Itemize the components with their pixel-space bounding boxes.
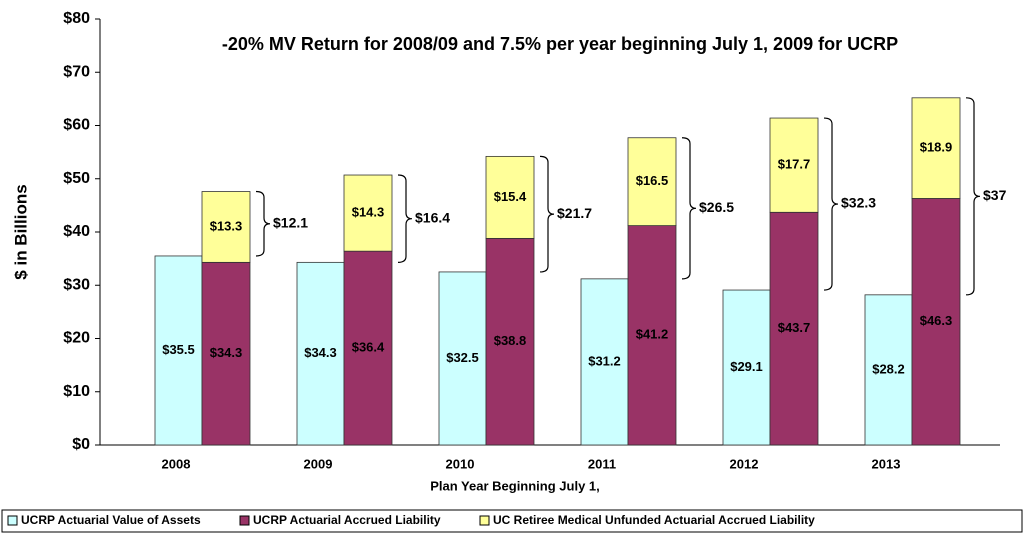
legend-label: UC Retiree Medical Unfunded Actuarial Ac… bbox=[493, 513, 815, 527]
data-label: $29.1 bbox=[730, 359, 763, 374]
legend-swatch bbox=[7, 515, 18, 526]
data-label: $17.7 bbox=[778, 157, 811, 172]
x-tick-label: 2011 bbox=[588, 456, 616, 471]
data-label: $28.2 bbox=[872, 361, 905, 376]
data-label: $31.2 bbox=[588, 353, 621, 368]
y-tick-label: $0 bbox=[72, 436, 90, 453]
bar bbox=[722, 289, 771, 446]
x-tick-label: 2012 bbox=[730, 456, 759, 471]
gap-brace bbox=[397, 174, 413, 263]
bar bbox=[864, 294, 913, 446]
x-tick-label: 2013 bbox=[872, 456, 901, 471]
bar bbox=[627, 137, 677, 227]
bar bbox=[627, 225, 677, 446]
x-axis-label: Plan Year Beginning July 1, bbox=[430, 478, 600, 493]
legend-swatch bbox=[239, 515, 250, 526]
bar bbox=[438, 271, 487, 446]
legend-label: UCRP Actuarial Value of Assets bbox=[21, 513, 201, 527]
bar bbox=[343, 174, 393, 252]
bar bbox=[201, 191, 251, 263]
gap-brace bbox=[255, 190, 271, 257]
x-tick-label: 2009 bbox=[304, 456, 333, 471]
y-tick-label: $40 bbox=[63, 223, 90, 240]
y-axis-label: $ in Billions bbox=[11, 184, 30, 279]
gap-label: $21.7 bbox=[557, 205, 592, 221]
bar bbox=[580, 278, 629, 446]
data-label: $13.3 bbox=[210, 218, 243, 233]
data-label: $14.3 bbox=[352, 205, 385, 220]
data-label: $34.3 bbox=[304, 345, 337, 360]
data-label: $38.8 bbox=[494, 333, 527, 348]
y-tick-label: $10 bbox=[63, 383, 90, 400]
gap-label: $12.1 bbox=[273, 214, 308, 230]
x-tick-label: 2008 bbox=[162, 456, 191, 471]
gap-label: $32.3 bbox=[841, 195, 876, 211]
bar bbox=[911, 198, 961, 446]
bar bbox=[911, 97, 961, 199]
gap-brace bbox=[539, 155, 555, 273]
gap-label: $37 bbox=[983, 187, 1007, 203]
gap-label: $16.4 bbox=[415, 209, 450, 225]
data-label: $35.5 bbox=[162, 342, 195, 357]
data-label: $32.5 bbox=[446, 350, 479, 365]
data-label: $15.4 bbox=[494, 189, 527, 204]
bar bbox=[201, 261, 251, 446]
y-tick-label: $70 bbox=[63, 63, 90, 80]
data-label: $34.3 bbox=[210, 345, 243, 360]
legend-swatch bbox=[479, 515, 490, 526]
data-label: $16.5 bbox=[636, 173, 669, 188]
y-tick-label: $50 bbox=[63, 170, 90, 187]
bar bbox=[769, 117, 819, 213]
chart-title: -20% MV Return for 2008/09 and 7.5% per … bbox=[222, 34, 898, 54]
y-tick-label: $80 bbox=[63, 10, 90, 27]
bar bbox=[485, 237, 535, 446]
y-tick-label: $60 bbox=[63, 117, 90, 134]
bar bbox=[154, 255, 203, 446]
gap-brace bbox=[823, 117, 839, 291]
gap-brace bbox=[681, 137, 697, 280]
data-label: $36.4 bbox=[352, 340, 385, 355]
y-tick-label: $20 bbox=[63, 330, 90, 347]
bar bbox=[485, 155, 535, 239]
legend-box bbox=[1, 509, 1023, 533]
data-label: $43.7 bbox=[778, 320, 811, 335]
legend-label: UCRP Actuarial Accrued Liability bbox=[253, 513, 441, 527]
gap-brace bbox=[965, 97, 981, 296]
data-label: $46.3 bbox=[920, 313, 953, 328]
bar bbox=[769, 211, 819, 446]
data-label: $41.2 bbox=[636, 327, 669, 342]
y-tick-label: $30 bbox=[63, 276, 90, 293]
x-tick-label: 2010 bbox=[446, 456, 475, 471]
gap-label: $26.5 bbox=[699, 199, 734, 215]
data-label: $18.9 bbox=[920, 140, 953, 155]
